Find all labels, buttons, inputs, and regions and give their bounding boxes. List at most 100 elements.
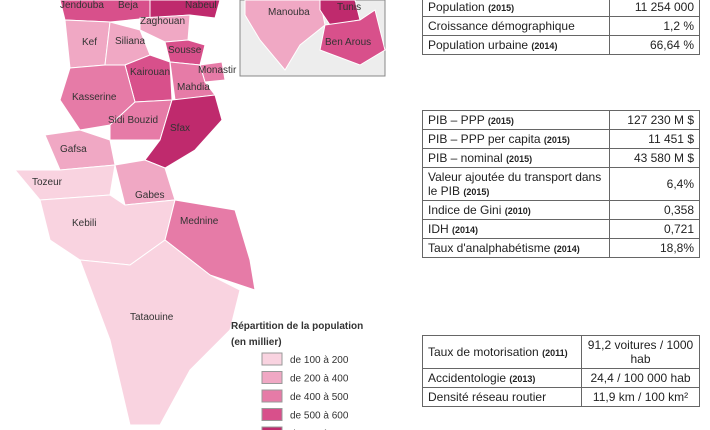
row-label: Taux d'analphabétisme (428, 241, 551, 255)
row-label-cell: Population urbaine (2014) (422, 35, 610, 55)
region-label: Tozeur (32, 177, 63, 188)
region-label: Gabes (135, 190, 164, 201)
table-row: PIB – PPP (2015) 127 230 M $ (422, 110, 700, 130)
row-label: Population (428, 0, 485, 14)
row-label: IDH (428, 222, 449, 236)
row-label: PIB – PPP per capita (428, 132, 541, 146)
legend-swatch (261, 352, 283, 366)
map: Répartition de la population (en millier… (13, 0, 386, 430)
legend-swatch (261, 426, 283, 430)
region-label: Sousse (168, 45, 202, 56)
row-year: (2011) (542, 348, 568, 358)
table-row: PIB – PPP per capita (2015) 11 451 $ (422, 129, 700, 149)
legend-subtitle: (en millier) (231, 337, 282, 348)
row-label-cell: Indice de Gini (2010) (422, 200, 610, 220)
row-value: 91,2 voitures / 1000 hab (581, 335, 700, 369)
region-label: Monastir (198, 65, 237, 76)
table-row: IDH (2014) 0,721 (422, 219, 700, 239)
row-label-cell: Accidentologie (2013) (422, 368, 582, 388)
legend-swatch (261, 389, 283, 403)
row-year: (2015) (543, 135, 570, 145)
row-label: Valeur ajoutée du transport dans le PIB (428, 170, 602, 198)
region-label: Tataouine (130, 312, 174, 323)
legend-label: de 200 à 400 (290, 374, 349, 385)
region-label: Kasserine (72, 92, 117, 103)
row-value: 11,9 km / 100 km² (581, 387, 700, 407)
row-label: Taux de motorisation (428, 345, 539, 359)
data-table: Taux de motorisation (2011) 91,2 voitures… (422, 335, 700, 407)
row-value: 6,4% (609, 167, 700, 201)
row-value: 18,8% (609, 238, 700, 258)
row-value: 11 254 000 (609, 0, 700, 17)
region-label: Siliana (115, 36, 145, 47)
legend-title: Répartition de la population (231, 321, 363, 332)
region-label: Nabeul (185, 0, 217, 11)
row-label-cell: Population (2015) (422, 0, 610, 17)
row-label-cell: Taux de motorisation (2011) (422, 335, 582, 369)
row-label-cell: PIB – PPP (2015) (422, 110, 610, 130)
legend-swatch (261, 371, 283, 384)
row-label-cell: Taux d'analphabétisme (2014) (422, 238, 610, 258)
region-label: Sidi Bouzid (108, 115, 158, 126)
region-label: Jendouba (60, 0, 104, 11)
legend-label: de 100 à 200 (290, 355, 349, 366)
region-label: Mednine (180, 216, 219, 227)
data-table: Population (2015) 11 254 000 Croissance dé… (422, 0, 700, 55)
row-value: 43 580 M $ (609, 148, 700, 168)
inset-region (319, 9, 386, 66)
table-row: Taux de motorisation (2011) 91,2 voitures… (422, 335, 700, 369)
region-label: Zaghouan (140, 16, 185, 27)
row-label: PIB – PPP (428, 113, 485, 127)
legend-label: de 400 à 500 (290, 392, 349, 403)
table-row: Population (2015) 11 254 000 (422, 0, 700, 17)
inset-label: Manouba (268, 7, 310, 18)
regions (13, 0, 256, 426)
table-row: Indice de Gini (2010) 0,358 (422, 200, 700, 220)
row-year: (2013) (509, 374, 536, 384)
row-year: (2014) (531, 41, 558, 51)
row-year: (2014) (553, 244, 580, 254)
inset-label: Tunis (337, 2, 361, 13)
region-label: Kebili (72, 218, 96, 229)
row-label-cell: Valeur ajoutée du transport dans le PIB … (422, 167, 610, 201)
region-label: Gafsa (60, 144, 87, 155)
legend-label: de 500 à 600 (290, 411, 349, 422)
row-value: 0,721 (609, 219, 700, 239)
row-label: Densité réseau routier (428, 390, 547, 404)
row-value: 127 230 M $ (609, 110, 700, 130)
row-value: 1,2 % (609, 16, 700, 36)
table-row: Population urbaine (2014) 66,64 % (422, 35, 700, 55)
row-label-cell: IDH (2014) (422, 219, 610, 239)
row-value: 11 451 $ (609, 129, 700, 149)
row-value: 0,358 (609, 200, 700, 220)
row-year: (2010) (504, 206, 531, 216)
row-label-cell: PIB – PPP per capita (2015) (422, 129, 610, 149)
row-label-cell: Densité réseau routier (422, 387, 582, 407)
table-row: Densité réseau routier 11,9 km / 100 km² (422, 387, 700, 407)
row-label: Accidentologie (428, 371, 507, 385)
row-label: Population urbaine (428, 38, 529, 52)
row-label: Indice de Gini (428, 203, 502, 217)
data-table: PIB – PPP (2015) 127 230 M $ PIB – PPP per… (422, 110, 700, 258)
row-label-cell: Croissance démographique (422, 16, 610, 36)
row-label: Croissance démographique (428, 19, 575, 33)
region-label: Mahdia (177, 82, 210, 93)
row-year: (2015) (463, 187, 490, 197)
row-year: (2014) (452, 225, 479, 235)
table-row: PIB – nominal (2015) 43 580 M $ (422, 148, 700, 168)
row-value: 66,64 % (609, 35, 700, 55)
row-label-cell: PIB – nominal (2015) (422, 148, 610, 168)
table-row: Accidentologie (2013) 24,4 / 100 000 hab (422, 368, 700, 388)
row-year: (2015) (488, 3, 515, 13)
row-label: PIB – nominal (428, 151, 503, 165)
row-value: 24,4 / 100 000 hab (581, 368, 700, 388)
region-label: Beja (118, 0, 138, 11)
region-label: Kairouan (130, 67, 170, 78)
table-row: Taux d'analphabétisme (2014) 18,8% (422, 238, 700, 258)
region-label: Sfax (170, 123, 190, 134)
row-year: (2015) (487, 116, 514, 126)
table-row: Croissance démographique 1,2 % (422, 16, 700, 36)
region-label: Kef (82, 37, 97, 48)
legend-swatch (261, 408, 283, 421)
